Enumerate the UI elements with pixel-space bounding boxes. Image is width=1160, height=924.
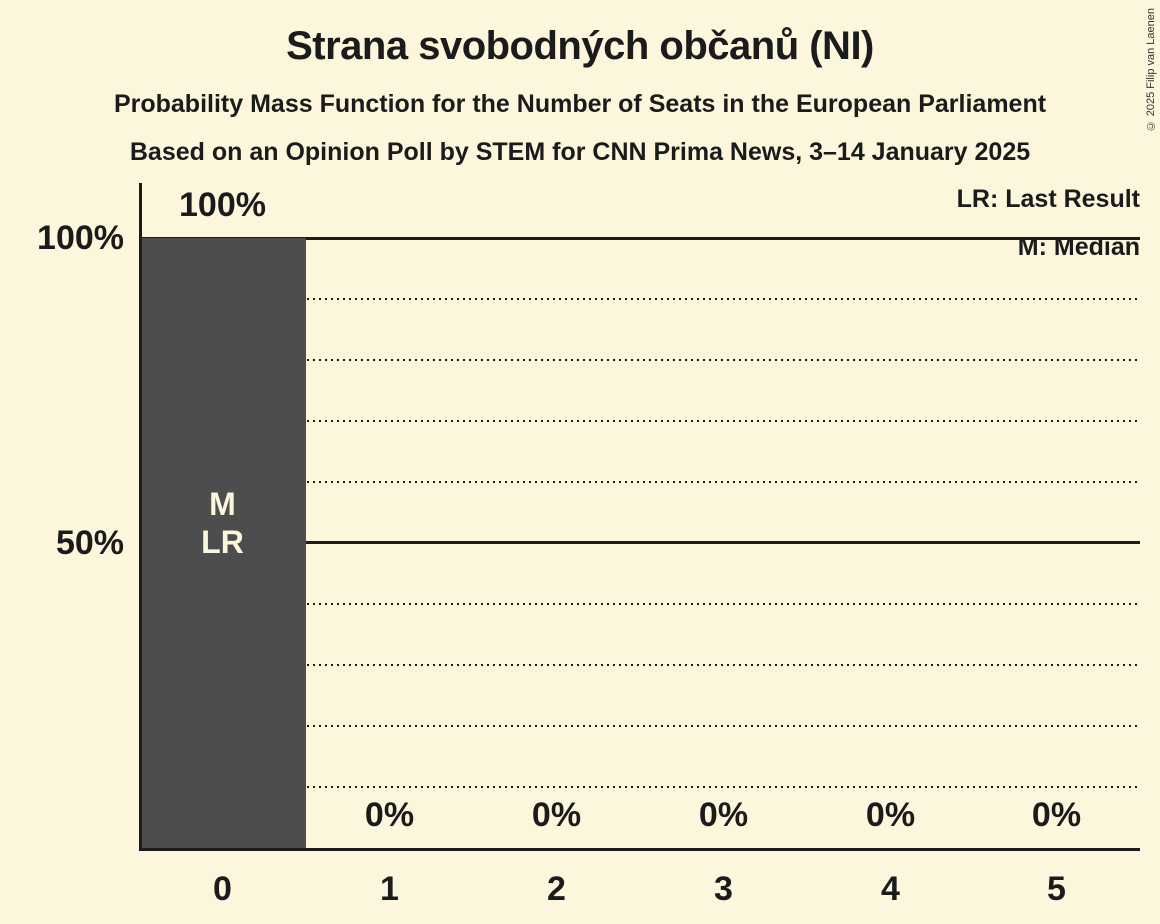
y-tick-50: 50% <box>55 524 124 562</box>
last-result-marker: LR <box>201 524 244 560</box>
gridline-40 <box>139 603 1140 605</box>
bar-value-label-3: 0% <box>698 796 749 834</box>
x-tick-1: 1 <box>380 870 399 908</box>
bar-median-lastresult-annotation: M LR <box>139 485 306 561</box>
x-tick-5: 5 <box>1047 870 1066 908</box>
chart-source-line: Based on an Opinion Poll by STEM for CNN… <box>129 138 1031 166</box>
bar-value-label-4: 0% <box>865 796 916 834</box>
legend-last-result: LR: Last Result <box>956 185 1140 213</box>
x-tick-2: 2 <box>547 870 566 908</box>
bar-seats-0 <box>141 238 306 848</box>
x-tick-3: 3 <box>714 870 733 908</box>
y-tick-100: 100% <box>37 219 124 257</box>
gridline-30 <box>139 664 1140 666</box>
median-marker: M <box>209 486 236 522</box>
bar-value-label-0: 100% <box>179 186 266 224</box>
gridline-50 <box>139 541 1140 544</box>
bar-value-label-5: 0% <box>1031 796 1082 834</box>
chart-subtitle: Probability Mass Function for the Number… <box>113 90 1047 118</box>
y-axis-line <box>139 183 142 851</box>
gridline-100 <box>139 237 1140 240</box>
bar-value-label-1: 0% <box>364 796 415 834</box>
gridline-90 <box>139 298 1140 300</box>
gridline-60 <box>139 481 1140 483</box>
gridline-20 <box>139 725 1140 727</box>
chart-title: Strana svobodných občanů (NI) <box>286 24 874 68</box>
gridline-70 <box>139 420 1140 422</box>
copyright-notice: © 2025 Filip van Laenen <box>1145 8 1157 132</box>
x-axis-line <box>139 848 1140 851</box>
gridline-10 <box>139 786 1140 788</box>
x-tick-0: 0 <box>213 870 232 908</box>
gridline-80 <box>139 359 1140 361</box>
bar-value-label-2: 0% <box>531 796 582 834</box>
x-tick-4: 4 <box>881 870 900 908</box>
